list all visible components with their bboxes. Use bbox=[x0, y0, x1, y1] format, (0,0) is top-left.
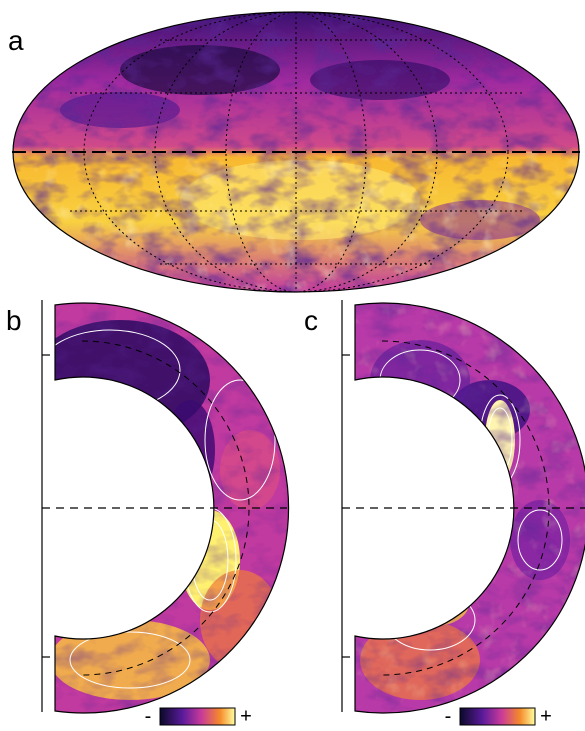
colorbar-min: - bbox=[445, 705, 452, 727]
colorbar-min: - bbox=[145, 705, 152, 727]
panel-label: b bbox=[6, 305, 22, 336]
colorbar bbox=[460, 708, 535, 725]
panel-label: a bbox=[8, 25, 24, 56]
colorbar bbox=[160, 708, 235, 725]
panel-label: c bbox=[304, 305, 318, 336]
figure: a b bbox=[0, 0, 585, 731]
colorbar-max: + bbox=[540, 705, 552, 727]
axis bbox=[342, 300, 350, 712]
colorbar-max: + bbox=[240, 705, 252, 727]
axis bbox=[42, 300, 50, 712]
